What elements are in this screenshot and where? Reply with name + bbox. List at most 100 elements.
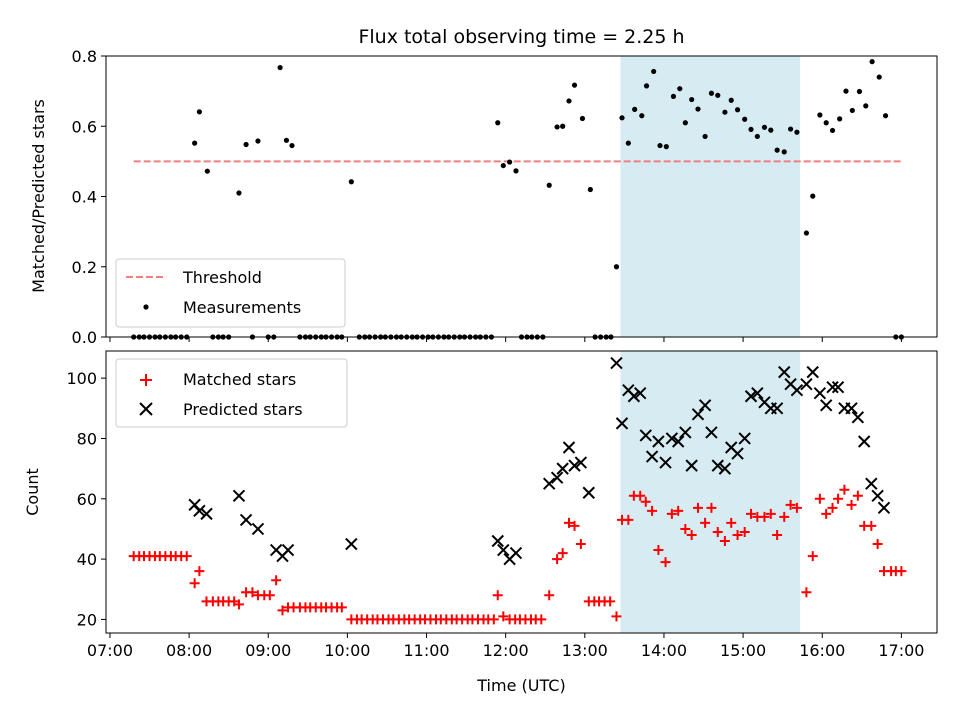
- measurement-point: [708, 90, 715, 96]
- measurement-point: [657, 142, 663, 149]
- x-tick-label: 13:00: [562, 641, 608, 660]
- matched-stars-points: [128, 484, 907, 625]
- measurement-point: [774, 147, 780, 153]
- legend-matched-label: Matched stars: [183, 370, 296, 389]
- measurement-point: [754, 133, 760, 140]
- predicted-star-point: [281, 543, 295, 557]
- matched-star-point: [271, 575, 282, 586]
- measurement-point: [255, 138, 261, 144]
- predicted-star-point: [877, 501, 891, 515]
- predicted-star-point: [751, 387, 764, 400]
- matched-star-point: [833, 493, 844, 504]
- matched-star-point: [746, 508, 757, 519]
- matched-star-point: [557, 548, 568, 559]
- predicted-star-point: [691, 408, 705, 421]
- measurement-point: [196, 109, 202, 115]
- measurement-point: [625, 140, 631, 146]
- matched-star-point: [666, 508, 677, 519]
- predicted-star-point: [615, 417, 629, 430]
- matched-star-point: [194, 566, 205, 577]
- x-tick-label: 11:00: [403, 641, 449, 660]
- predicted-star-point: [659, 456, 672, 469]
- predicted-star-point: [574, 456, 588, 469]
- matched-star-point: [765, 508, 776, 519]
- measurement-point: [579, 115, 586, 122]
- matched-star-point: [336, 602, 347, 613]
- matched-star-point: [536, 614, 547, 625]
- predicted-star-point: [718, 462, 732, 475]
- y-tick-label: 80: [77, 429, 97, 448]
- top-panel: 0.00.20.40.60.8 Matched/Predicted stars …: [29, 47, 938, 347]
- measurement-point: [810, 193, 816, 199]
- matched-star-point: [852, 490, 863, 501]
- predicted-star-point: [562, 441, 576, 454]
- predicted-star-point: [497, 543, 510, 557]
- measurement-point: [803, 230, 810, 236]
- predicted-star-point: [731, 447, 744, 460]
- matched-star-point: [872, 539, 883, 550]
- matched-star-point: [247, 587, 258, 598]
- measurement-point: [829, 127, 836, 134]
- measurement-point: [277, 64, 283, 71]
- matched-star-point: [569, 520, 580, 531]
- predicted-star-point: [671, 435, 685, 448]
- predicted-star-point: [251, 522, 265, 536]
- matched-star-point: [807, 551, 818, 562]
- predicted-star-point: [645, 450, 659, 463]
- top-legend-box: [115, 258, 346, 328]
- predicted-star-point: [711, 459, 724, 472]
- top-x-ticks: [109, 337, 902, 342]
- matched-star-point: [692, 502, 703, 513]
- predicted-star-point: [871, 489, 884, 502]
- bottom-y-axis-label: Count: [23, 468, 42, 516]
- measurement-point: [837, 116, 843, 122]
- measurement-point: [748, 126, 754, 133]
- matched-star-point: [189, 578, 200, 589]
- predicted-star-point: [806, 365, 819, 379]
- predicted-star-point: [193, 504, 206, 518]
- matched-star-point: [814, 493, 825, 504]
- measurement-point: [546, 182, 552, 188]
- y-tick-label: 0.0: [72, 328, 97, 347]
- y-tick-label: 40: [77, 550, 97, 569]
- highlight-span-rect: [620, 351, 801, 633]
- measurement-point: [243, 141, 249, 148]
- predicted-star-point: [550, 471, 564, 484]
- measurement-point: [863, 103, 869, 109]
- measurement-point: [677, 86, 683, 92]
- bottom-panel-frame: [105, 350, 938, 634]
- predicted-star-point: [639, 429, 652, 442]
- matched-star-point: [686, 529, 697, 540]
- measurement-point: [761, 124, 768, 130]
- measurement-point: [495, 120, 501, 126]
- x-tick-label: 14:00: [641, 641, 687, 660]
- predicted-star-point: [813, 387, 827, 400]
- matched-star-point: [706, 502, 717, 513]
- measurement-point: [843, 88, 849, 94]
- measurement-point: [702, 133, 708, 140]
- predicted-star-point: [568, 459, 581, 472]
- measurement-point: [571, 82, 578, 88]
- matched-star-point: [739, 526, 750, 537]
- x-tick-label: 10:00: [324, 641, 370, 660]
- predicted-star-point: [679, 426, 692, 439]
- matched-star-point: [575, 539, 586, 550]
- measurement-point: [348, 179, 354, 185]
- predicted-star-point: [865, 477, 878, 490]
- bottom-x-ticks: 07:00 08:00 09:00 10:00 11:00 12:00 13:00 14:00…: [87, 633, 924, 660]
- measurement-point: [722, 109, 728, 115]
- predicted-star-point: [491, 534, 504, 548]
- predicted-star-point: [744, 390, 758, 403]
- measurement-point: [856, 88, 863, 95]
- x-tick-label: 09:00: [245, 641, 291, 660]
- measurement-point: [192, 140, 198, 146]
- predicted-star-point: [851, 411, 865, 424]
- measurement-point: [734, 107, 741, 113]
- predicted-star-point: [665, 432, 679, 445]
- matched-star-point: [700, 517, 711, 528]
- predicted-star-point: [627, 390, 641, 403]
- x-tick-label: 16:00: [799, 641, 845, 660]
- matched-star-point: [563, 517, 574, 528]
- measurement-point: [876, 74, 882, 80]
- y-tick-label: 100: [66, 369, 97, 388]
